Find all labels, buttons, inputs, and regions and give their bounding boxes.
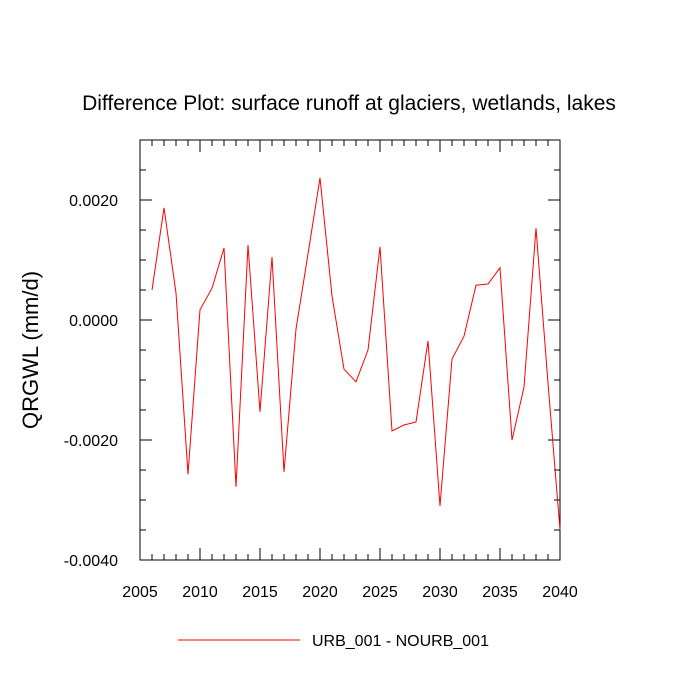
x-axis-tick-labels: 2005 2010 2015 2020 2025 2030 2035 2040 (122, 584, 578, 601)
y-axis-tick-labels: -0.0040 -0.0020 0.0000 0.0020 (64, 193, 118, 570)
x-tick-label: 2040 (542, 584, 578, 601)
x-tick-label: 2035 (482, 584, 518, 601)
x-tick-label: 2015 (242, 584, 278, 601)
legend: URB_001 - NOURB_001 (178, 633, 489, 650)
x-tick-label: 2005 (122, 584, 158, 601)
series-line (151, 177, 561, 531)
y-axis-label: QRGWL (mm/d) (18, 271, 43, 429)
series-layer (151, 177, 561, 531)
y-tick-label: -0.0040 (64, 553, 118, 570)
y-tick-label: -0.0020 (64, 433, 118, 450)
chart-title: Difference Plot: surface runoff at glaci… (82, 92, 616, 115)
y-tick-label: 0.0000 (69, 313, 118, 330)
plot-frame (139, 139, 561, 561)
plot-border (139, 139, 561, 561)
axis-ticks (139, 139, 561, 561)
x-tick-label: 2020 (302, 584, 338, 601)
legend-label: URB_001 - NOURB_001 (312, 633, 489, 650)
x-tick-label: 2025 (362, 584, 398, 601)
x-tick-label: 2010 (182, 584, 218, 601)
y-tick-label: 0.0020 (69, 193, 118, 210)
x-tick-label: 2030 (422, 584, 458, 601)
